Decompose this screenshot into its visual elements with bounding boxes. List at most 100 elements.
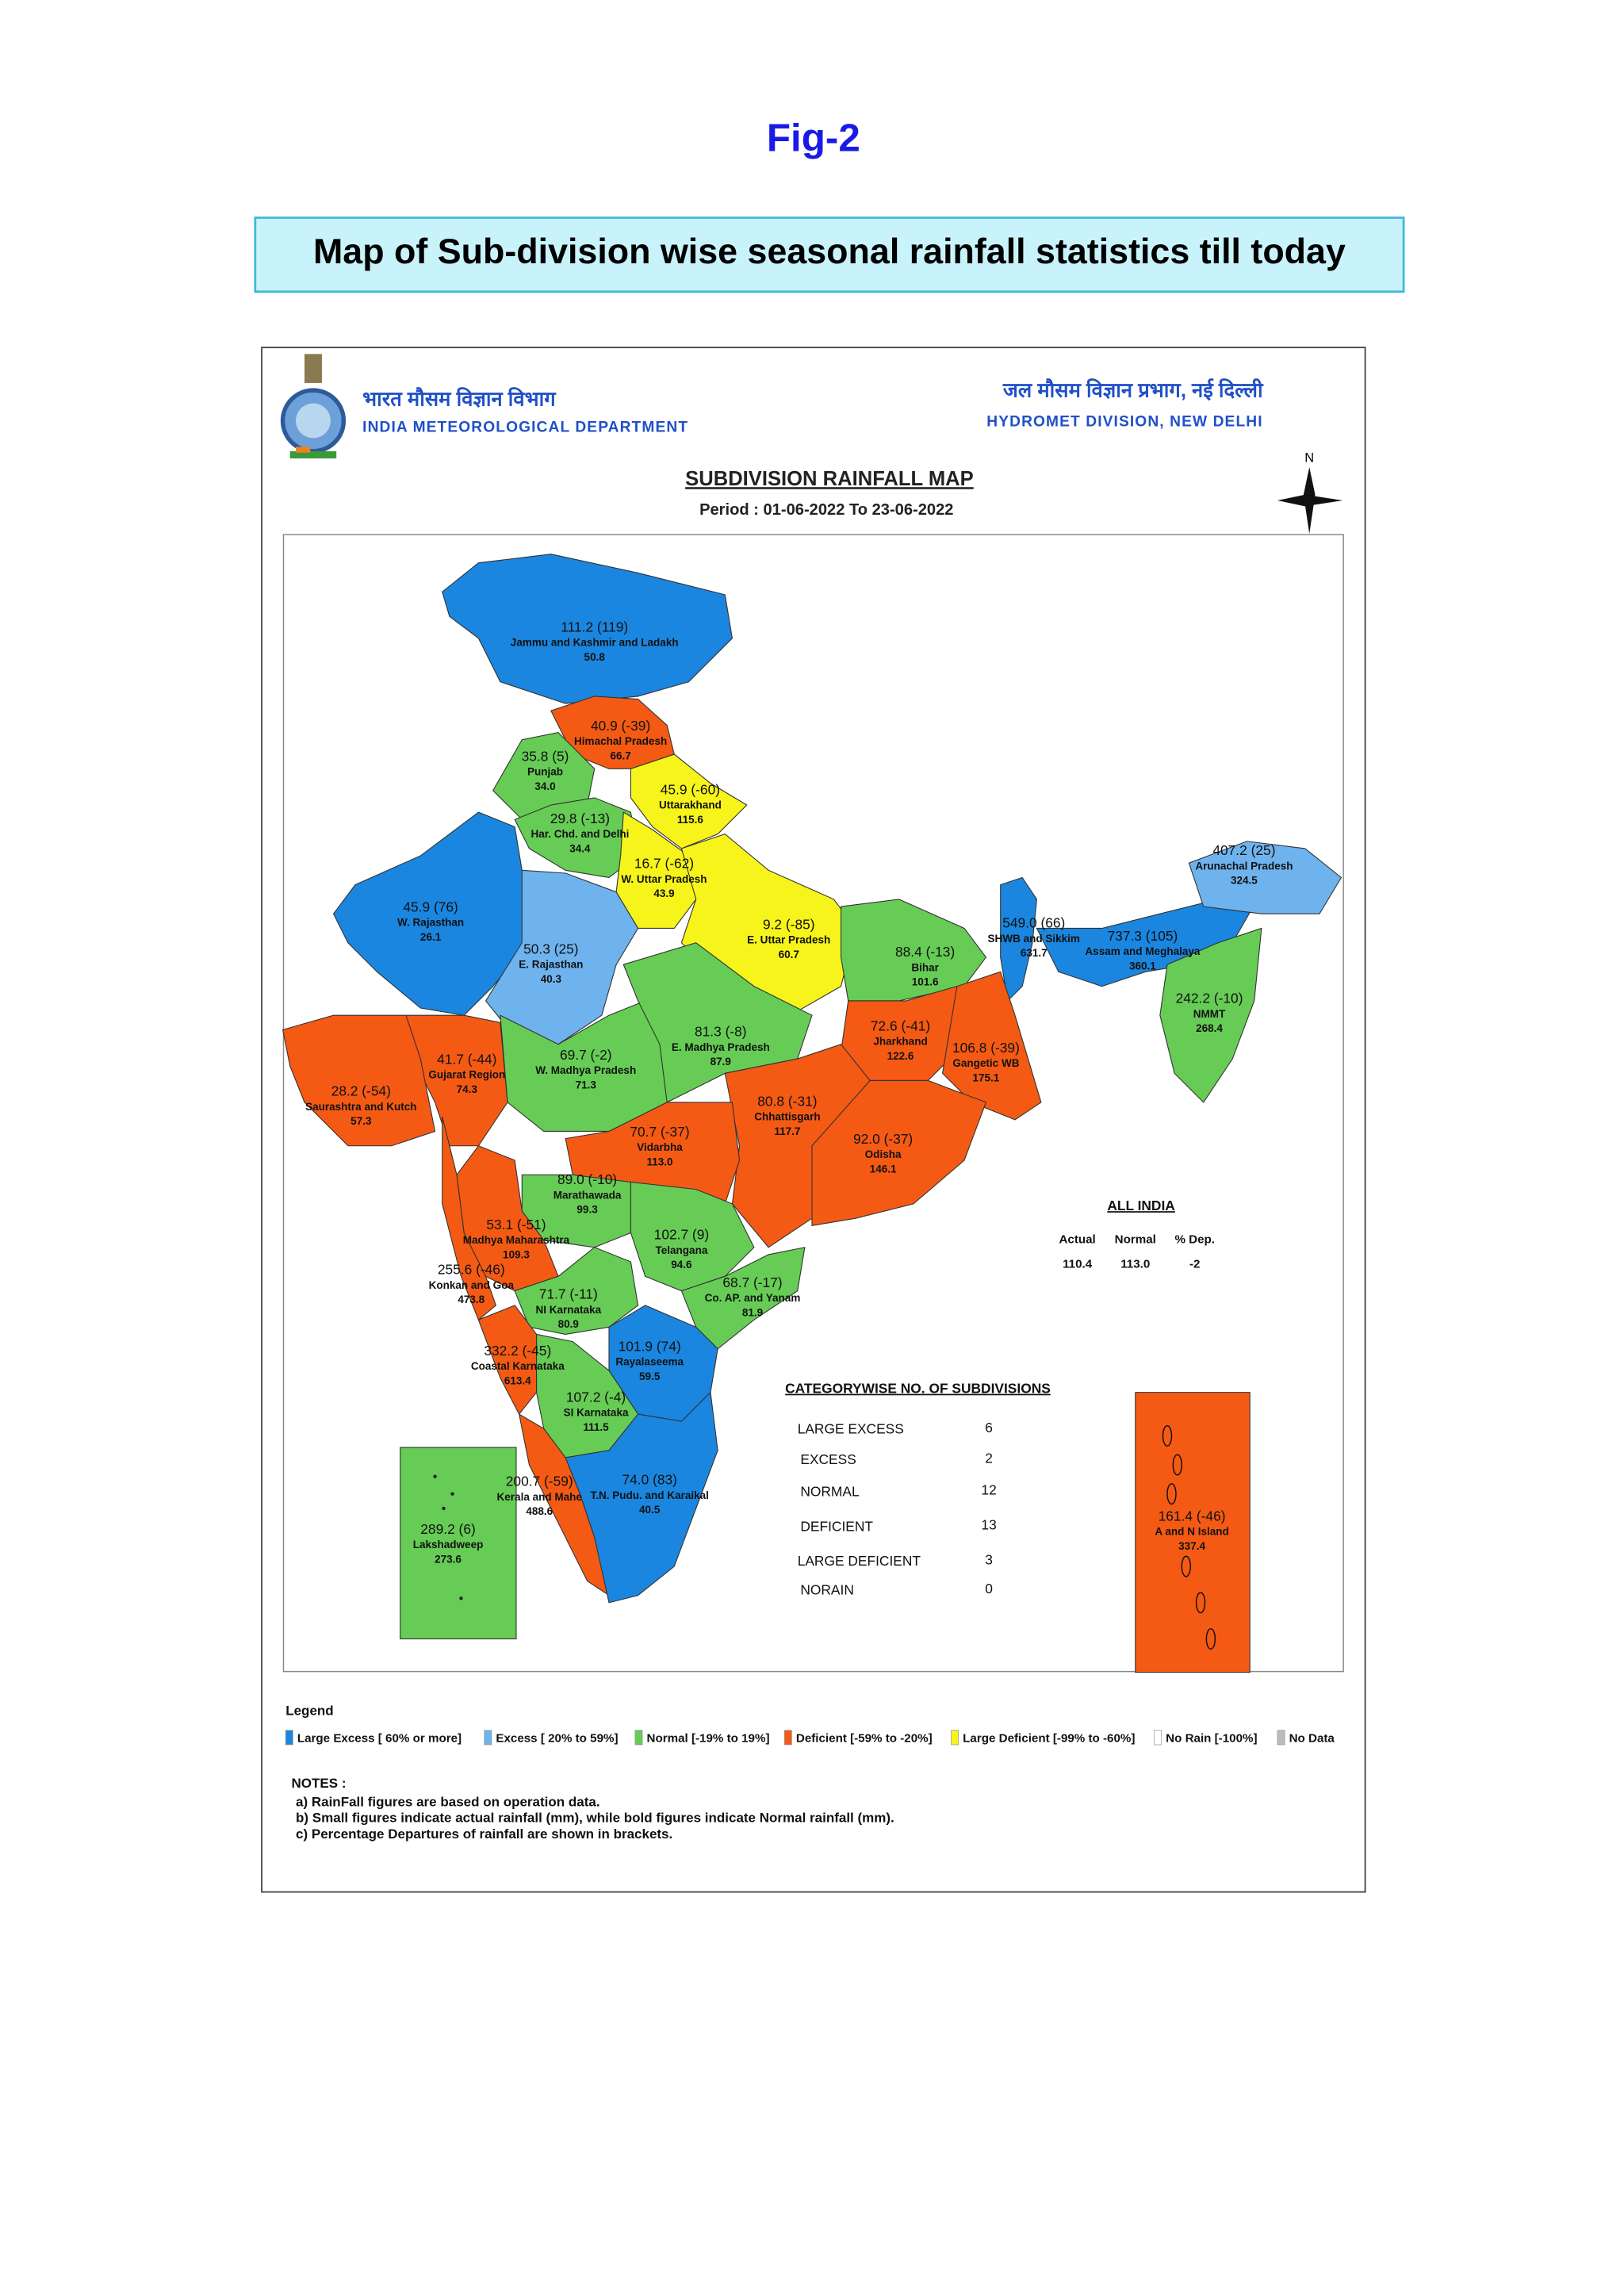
subdivision-name: NMMT bbox=[1193, 1008, 1226, 1020]
subdivision-figures: 71.7 (-11) bbox=[539, 1286, 598, 1302]
subdivision-normal: 40.5 bbox=[639, 1504, 661, 1516]
subdivision-normal: 74.3 bbox=[457, 1083, 478, 1095]
subdivision-name: Telangana bbox=[656, 1244, 708, 1256]
subdivision-region bbox=[442, 1117, 497, 1321]
subdivision-region bbox=[485, 869, 639, 1045]
subdivision-name: E. Madhya Pradesh bbox=[672, 1041, 770, 1053]
subdivision-name: Madhya Maharashtra bbox=[463, 1234, 570, 1246]
subdivision-figures: 41.7 (-44) bbox=[437, 1051, 496, 1067]
map-inner-frame bbox=[282, 534, 1344, 1673]
subdivision-name: Punjab bbox=[527, 765, 563, 777]
subdivision-name: Konkan and Goa bbox=[429, 1279, 515, 1291]
subdivision-normal: 175.1 bbox=[973, 1071, 1000, 1083]
all-india-header: Actual bbox=[1059, 1233, 1095, 1247]
subdivision-normal: 80.9 bbox=[558, 1318, 580, 1330]
subdivision-figures: 407.2 (25) bbox=[1212, 842, 1275, 858]
subdivision-region bbox=[282, 1014, 436, 1147]
emblem-base bbox=[289, 450, 337, 459]
legend-swatch bbox=[951, 1730, 959, 1746]
subdivision-figures: 69.7 (-2) bbox=[560, 1047, 612, 1063]
subdivision-figures: 289.2 (6) bbox=[420, 1521, 475, 1537]
island bbox=[1195, 1592, 1206, 1614]
subdivision-name: Vidarbha bbox=[637, 1141, 683, 1153]
subdivision-name: A and N Island bbox=[1155, 1526, 1228, 1538]
subdivision-normal: 122.6 bbox=[887, 1050, 914, 1062]
subdivision-name: Uttarakhand bbox=[659, 799, 722, 811]
subdivision-normal: 113.0 bbox=[646, 1156, 672, 1167]
notes: a) RainFall figures are based on operati… bbox=[296, 1795, 894, 1842]
legend-label: No Rain [-100%] bbox=[1166, 1732, 1257, 1746]
category-label: EXCESS bbox=[800, 1451, 856, 1467]
legend-title: Legend bbox=[285, 1703, 333, 1718]
subdivision-region bbox=[615, 811, 697, 930]
subdivision-name: Bihar bbox=[911, 961, 939, 973]
regions bbox=[282, 554, 1342, 1673]
subdivision-region bbox=[941, 971, 1042, 1121]
subdivision-normal: 60.7 bbox=[779, 949, 799, 960]
category-count: 0 bbox=[985, 1581, 993, 1596]
subdivision-normal: 273.6 bbox=[435, 1553, 462, 1565]
subdivision-figures: 81.3 (-8) bbox=[695, 1024, 747, 1040]
category-label: LARGE DEFICIENT bbox=[798, 1553, 921, 1569]
island bbox=[1172, 1454, 1183, 1476]
subdivision-name: E. Rajasthan bbox=[519, 959, 583, 971]
subdivision-figures: 9.2 (-85) bbox=[763, 916, 815, 932]
legend-label: Large Deficient [-99% to -60%] bbox=[963, 1732, 1135, 1746]
subdivision-name: T.N. Pudu. and Karaikal bbox=[590, 1489, 708, 1501]
subdivision-figures: 549.0 (66) bbox=[1002, 915, 1065, 931]
subdivision-normal: 50.8 bbox=[584, 651, 606, 663]
island bbox=[1162, 1424, 1173, 1447]
category-label: NORMAL bbox=[800, 1483, 860, 1499]
subdivision-normal: 43.9 bbox=[653, 887, 675, 899]
all-india-title: ALL INDIA bbox=[1107, 1198, 1175, 1213]
subdivision-region bbox=[400, 1447, 517, 1640]
subdivision-figures: 111.2 (119) bbox=[561, 619, 628, 635]
subdivision-normal: 34.4 bbox=[569, 842, 591, 854]
category-table: LARGE EXCESS 6 EXCESS 2 NORMAL 12 DEFICIENT 13 L… bbox=[798, 1420, 997, 1598]
subdivision-normal: 115.6 bbox=[677, 814, 704, 826]
subdivision-name: Assam and Meghalaya bbox=[1085, 945, 1200, 957]
subdivision-region bbox=[442, 554, 733, 704]
subdivision-figures: 89.0 (-10) bbox=[557, 1171, 617, 1187]
subdivision-name: Gujarat Region bbox=[428, 1069, 505, 1081]
subdivision-normal: 87.9 bbox=[710, 1056, 732, 1068]
category-label: DEFICIENT bbox=[800, 1518, 873, 1534]
subdivision-name: Saurashtra and Kutch bbox=[305, 1101, 416, 1113]
subdivision-name: W. Madhya Pradesh bbox=[535, 1064, 636, 1076]
subdivision-figures: 92.0 (-37) bbox=[853, 1131, 913, 1147]
subdivision-name: Coastal Karnataka bbox=[471, 1360, 565, 1372]
island bbox=[1166, 1483, 1177, 1505]
legend-swatch bbox=[484, 1730, 492, 1746]
subdivision-region bbox=[514, 1247, 639, 1336]
subdivision-name: Odisha bbox=[865, 1148, 902, 1160]
category-count: 2 bbox=[985, 1450, 993, 1466]
subdivision-region bbox=[811, 1079, 987, 1226]
legend-swatch bbox=[1154, 1730, 1162, 1746]
emblem bbox=[280, 354, 347, 459]
subdivision-normal: 337.4 bbox=[1178, 1540, 1205, 1552]
subdivision-normal: 59.5 bbox=[639, 1370, 661, 1382]
legend-label: No Data bbox=[1289, 1732, 1335, 1746]
category-count: 12 bbox=[981, 1482, 996, 1498]
subdivision-region bbox=[565, 1391, 718, 1604]
subdivision-normal: 473.8 bbox=[458, 1294, 485, 1305]
subdivision-normal: 360.1 bbox=[1129, 960, 1156, 972]
compass-ew bbox=[1277, 494, 1343, 507]
subdivision-name: Chhattisgarh bbox=[754, 1111, 820, 1123]
compass: N bbox=[1277, 450, 1343, 535]
subdivision-name: W. Rajasthan bbox=[397, 917, 464, 929]
figure-label: Fig-2 bbox=[767, 117, 860, 160]
note: a) RainFall figures are based on operati… bbox=[296, 1795, 600, 1810]
subdivision-figures: 68.7 (-17) bbox=[722, 1274, 782, 1290]
subdivision-normal: 71.3 bbox=[576, 1079, 597, 1091]
notes-title: NOTES : bbox=[292, 1776, 347, 1791]
subdivision-normal: 117.7 bbox=[774, 1125, 800, 1137]
legend-swatch bbox=[285, 1730, 293, 1746]
subdivision-figures: 161.4 (-46) bbox=[1159, 1508, 1226, 1524]
subdivision-name: Himachal Pradesh bbox=[574, 735, 667, 747]
subdivision-figures: 200.7 (-59) bbox=[506, 1474, 573, 1489]
legend-label: Excess [ 20% to 59%] bbox=[496, 1732, 618, 1746]
subdivision-normal: 26.1 bbox=[420, 931, 442, 943]
legend-label: Normal [-19% to 19%] bbox=[647, 1732, 770, 1746]
